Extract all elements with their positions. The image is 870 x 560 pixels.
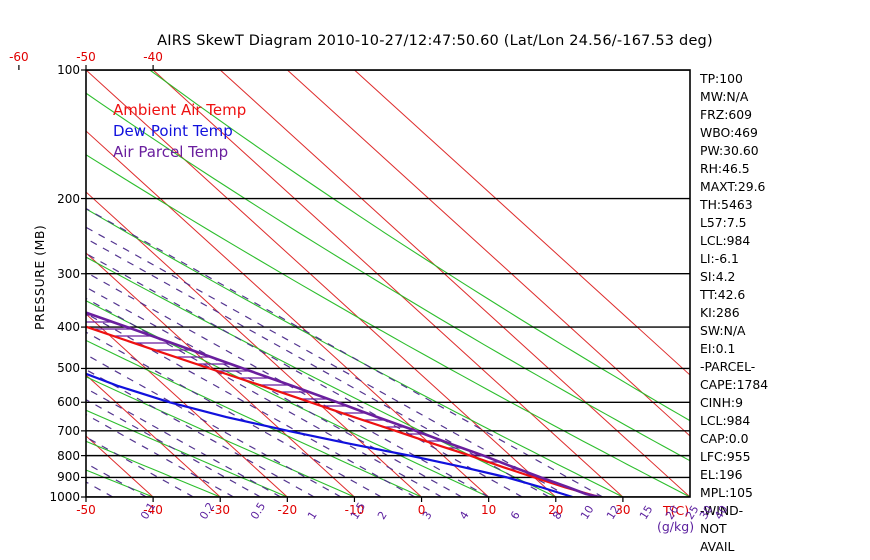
stat-line-25: NOT <box>700 521 727 536</box>
stat-line-19: LCL:984 <box>700 413 751 428</box>
stat-line-20: CAP:0.0 <box>700 431 749 446</box>
temp-tick-top--40: -40 <box>143 50 163 64</box>
stat-line-1: MW:N/A <box>700 89 749 104</box>
stat-line-5: RH:46.5 <box>700 161 750 176</box>
stat-line-11: SI:4.2 <box>700 269 736 284</box>
stat-line-9: LCL:984 <box>700 233 751 248</box>
temp-tick-bottom-0: 0 <box>417 503 426 517</box>
stat-line-3: WBO:469 <box>700 125 758 140</box>
stat-line-12: TT:42.6 <box>700 287 746 302</box>
yaxis-title: PRESSURE (MB) <box>32 224 47 330</box>
pressure-tick-200: 200 <box>57 191 80 206</box>
stat-line-4: PW:30.60 <box>700 143 759 158</box>
temp-tick-bottom--30: -30 <box>210 503 231 517</box>
stat-line-17: CAPE:1784 <box>700 377 769 392</box>
pressure-tick-1000: 1000 <box>49 490 80 504</box>
temp-tick-bottom--50: -50 <box>76 503 96 517</box>
stat-line-24: -WIND- <box>700 503 744 518</box>
stat-line-2: FRZ:609 <box>700 107 753 122</box>
stat-line-16: -PARCEL- <box>700 359 756 374</box>
stat-line-15: EI:0.1 <box>700 341 736 356</box>
pressure-tick-800: 800 <box>57 448 80 463</box>
temp-tick-bottom--40: -40 <box>143 503 163 517</box>
sounding-statistics-panel: TP:100 MW:N/A FRZ:609 WBO:469 PW:30.60 RH:46.… <box>700 70 860 556</box>
temp-tick-bottom-30: 30 <box>615 503 631 517</box>
temp-tick-bottom--10: -10 <box>344 503 365 517</box>
stat-line-22: EL:196 <box>700 467 743 482</box>
stat-line-14: SW:N/A <box>700 323 746 338</box>
temp-tick-bottom-20: 20 <box>548 503 564 517</box>
temp-tick-top--60: -60 <box>9 50 29 64</box>
temp-tick-bottom--20: -20 <box>277 503 298 517</box>
pressure-tick-600: 600 <box>57 395 80 410</box>
pressure-tick-700: 700 <box>57 423 80 438</box>
stat-line-8: L57:7.5 <box>700 215 747 230</box>
stat-line-23: MPL:105 <box>700 485 753 500</box>
legend-dew-point-temp: Dew Point Temp <box>113 122 233 140</box>
stat-line-0: TP:100 <box>700 71 743 86</box>
legend-air-parcel-temp: Air Parcel Temp <box>113 143 229 161</box>
xaxis-unit-mixing-ratio: (g/kg) <box>657 519 695 534</box>
temp-tick-bottom-10: 10 <box>481 503 497 517</box>
stat-line-18: CINH:9 <box>700 395 743 410</box>
pressure-tick-500: 500 <box>57 361 80 376</box>
stat-line-10: LI:-6.1 <box>700 251 739 266</box>
pressure-tick-100: 100 <box>57 63 80 77</box>
pressure-tick-300: 300 <box>57 266 80 281</box>
legend: Ambient Air Temp Dew Point Temp Air Parc… <box>113 100 246 163</box>
page-title: AIRS SkewT Diagram 2010-10-27/12:47:50.6… <box>157 33 713 49</box>
temp-tick-top--50: -50 <box>76 50 96 64</box>
legend-ambient-air-temp: Ambient Air Temp <box>113 101 247 119</box>
xaxis-unit-temp: T(C) <box>663 503 690 518</box>
stat-line-13: KI:286 <box>700 305 740 320</box>
stat-line-6: MAXT:29.6 <box>700 179 766 194</box>
pressure-tick-900: 900 <box>57 470 80 485</box>
stat-line-21: LFC:955 <box>700 449 751 464</box>
stat-line-26: AVAIL <box>700 539 735 554</box>
stat-line-7: TH:5463 <box>700 197 753 212</box>
pressure-tick-400: 400 <box>57 320 80 335</box>
